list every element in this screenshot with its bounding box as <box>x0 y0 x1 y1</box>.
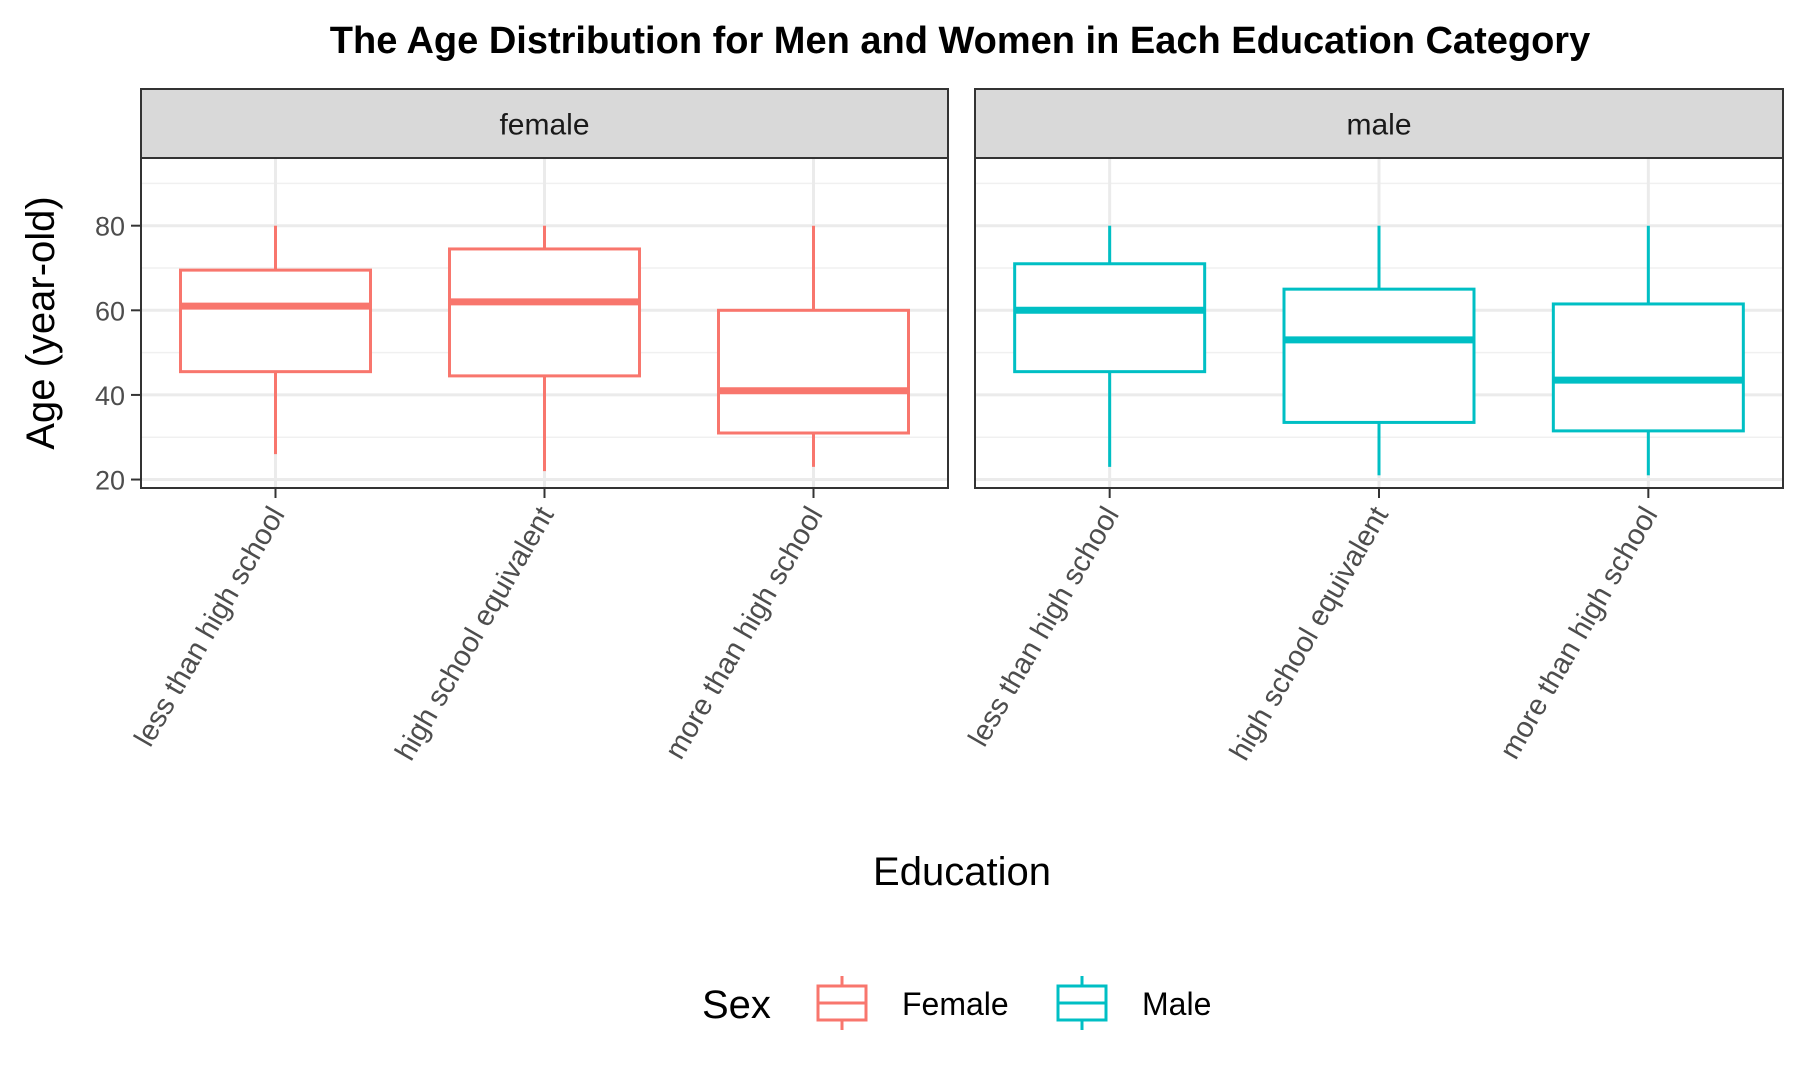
legend-label-female: Female <box>902 986 1009 1022</box>
box-female-3 <box>717 225 910 467</box>
y-tick-label: 60 <box>95 296 125 326</box>
legend-entry-female: Female <box>816 976 1009 1030</box>
box-iqr <box>1551 302 1745 433</box>
strip-label-male: male <box>1346 109 1411 142</box>
legend-title: Sex <box>702 983 771 1027</box>
box-iqr <box>448 247 641 378</box>
y-axis-title: Age (year-old) <box>19 196 63 449</box>
y-tick-label: 40 <box>95 381 125 411</box>
legend-label-male: Male <box>1142 986 1211 1022</box>
box-male-3 <box>1551 225 1745 476</box>
box-male-1 <box>1013 225 1207 467</box>
legend-entry-male: Male <box>1056 976 1211 1030</box>
chart-title: The Age Distribution for Men and Women i… <box>330 20 1590 62</box>
box-male-2 <box>1282 225 1476 476</box>
y-tick-label: 80 <box>95 212 125 242</box>
x-axis-title: Education <box>873 850 1051 894</box>
box-iqr <box>1282 287 1476 424</box>
y-tick-label: 20 <box>95 466 125 496</box>
box-iqr <box>1013 262 1207 374</box>
strip-label-female: female <box>499 109 589 142</box>
box-female-2 <box>448 225 641 472</box>
legend: Sex Female Male <box>702 976 1211 1030</box>
box-iqr <box>179 268 372 374</box>
box-female-1 <box>179 225 372 455</box>
strip-male <box>974 88 1784 159</box>
strip-female <box>140 88 949 159</box>
box-iqr <box>717 308 910 435</box>
